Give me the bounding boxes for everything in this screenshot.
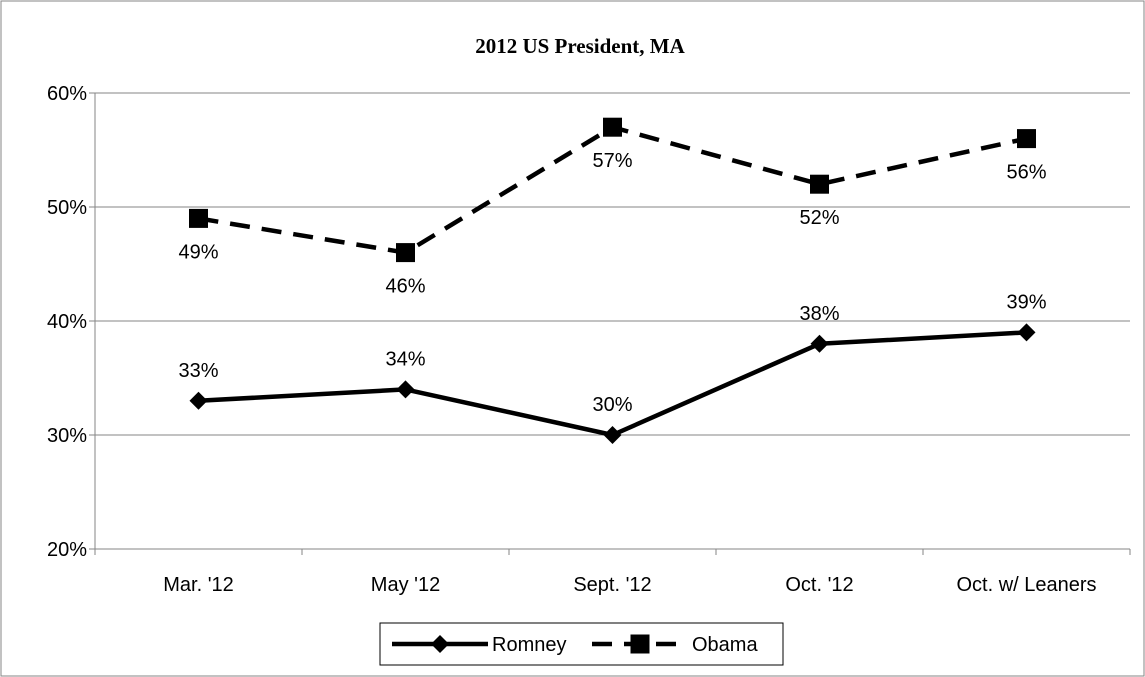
x-tick-label: Oct. w/ Leaners xyxy=(956,574,1096,596)
obama-legend-label: Obama xyxy=(692,634,758,656)
romney-legend-marker xyxy=(431,635,449,653)
romney-point xyxy=(603,426,622,444)
obama-point xyxy=(810,174,829,194)
y-tick-label: 30% xyxy=(47,425,87,447)
y-tick-label: 20% xyxy=(47,539,87,561)
y-tick-label: 60% xyxy=(47,83,87,105)
legend: Romney Obama xyxy=(379,622,784,666)
x-tick-label: Sept. '12 xyxy=(573,574,651,596)
romney-data-label: 34% xyxy=(385,348,425,370)
obama-data-label: 52% xyxy=(799,207,839,229)
romney-data-label: 33% xyxy=(178,360,218,382)
x-tick-label: Mar. '12 xyxy=(163,574,234,596)
obama-point xyxy=(189,208,208,228)
romney-legend-label: Romney xyxy=(492,634,566,656)
romney-data-label: 39% xyxy=(1006,291,1046,313)
romney-data-label: 38% xyxy=(799,303,839,325)
obama-legend-marker xyxy=(630,634,650,654)
obama-data-label: 57% xyxy=(592,150,632,172)
obama-point xyxy=(1017,129,1036,149)
romney-data-label: 30% xyxy=(592,394,632,416)
romney-point xyxy=(810,334,829,353)
obama-data-label: 56% xyxy=(1006,162,1046,184)
x-tick-label: May '12 xyxy=(371,574,440,596)
y-tick-label: 40% xyxy=(47,311,87,333)
romney-point xyxy=(1017,323,1036,342)
x-tick-label: Oct. '12 xyxy=(785,574,853,596)
romney-point xyxy=(396,380,415,399)
obama-data-label: 46% xyxy=(385,276,425,298)
obama-data-label: 49% xyxy=(178,241,218,263)
chart-title: 2012 US President, MA xyxy=(475,34,685,58)
obama-point xyxy=(396,243,415,263)
obama-point xyxy=(603,117,622,137)
romney-point xyxy=(189,391,208,410)
y-tick-label: 50% xyxy=(47,197,87,219)
